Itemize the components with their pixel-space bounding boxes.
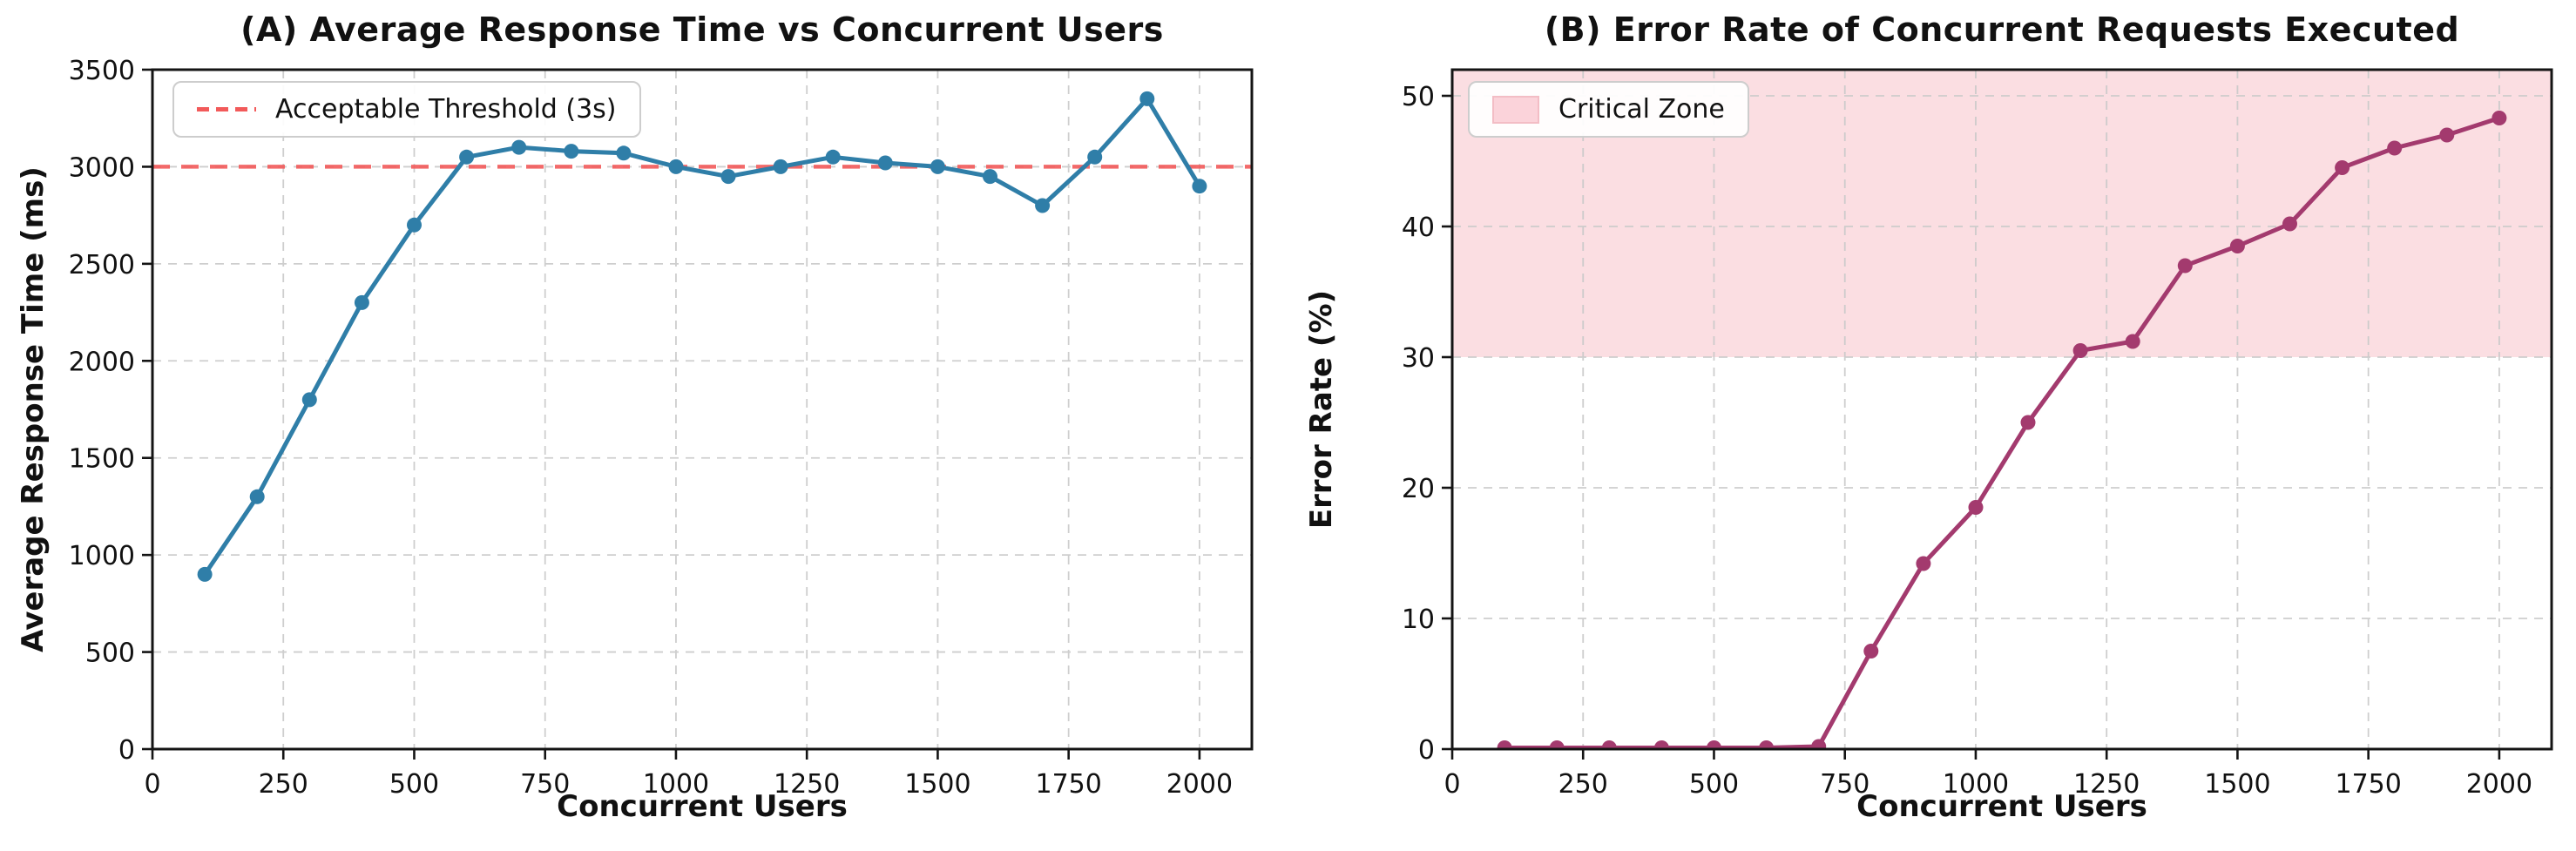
plot-border [151,68,1254,751]
threshold-dashed-line-swatch [197,107,256,111]
x-tick-label: 750 [1820,769,1869,800]
y-tick-label: 10 [1402,604,1435,635]
tick-marks [1442,94,2501,760]
data-point [2020,415,2036,430]
critical-zone-swatch [1492,95,1539,124]
chart-panel-b: 0 250 500 750 1000 1250 1500 1750 2000 0 10 20 30 40 5… [1288,0,2576,851]
x-tick-label: 1750 [2335,769,2401,800]
data-point [301,392,317,408]
data-point [2229,239,2245,253]
data-point [2282,216,2297,232]
chart-b-x-axis-label: Concurrent Users [1856,789,2147,824]
y-tick-label: 30 [1402,343,1435,374]
chart-a-legend-label: Acceptable Threshold (3s) [275,94,617,125]
x-tick-label: 2000 [2466,769,2532,800]
data-point [1653,740,1669,749]
x-tick-label: 1250 [774,769,840,800]
y-tick-label: 40 [1402,213,1435,243]
data-point [2439,127,2455,143]
data-point [1549,740,1565,749]
data-point [877,155,893,171]
x-tick-label: 250 [1558,769,1608,800]
x-tick-label: 0 [1444,769,1460,800]
data-point [2335,160,2350,175]
chart-a-legend: Acceptable Threshold (3s) [172,81,641,138]
data-point [1035,198,1051,213]
chart-b-legend-label: Critical Zone [1558,94,1725,125]
data-point [1811,739,1827,749]
data-point [1087,149,1103,165]
series-line [202,96,1202,577]
data-point [2491,111,2507,125]
x-tick-label: 250 [259,769,308,800]
data-point [1968,500,1984,515]
data-point [930,159,945,174]
data-point [1139,91,1155,106]
data-point [668,159,684,174]
data-series [1497,111,2507,749]
data-point [197,566,213,582]
y-tick-label: 20 [1402,474,1435,504]
x-tick-label: 500 [389,769,439,800]
data-point [1192,179,1207,194]
chart-b-title: (B) Error Rate of Concurrent Requests Ex… [1544,10,2460,49]
data-point [1497,740,1512,749]
data-point [511,139,527,155]
y-tick-label: 3000 [69,152,135,183]
data-point [354,294,369,310]
x-tick-label: 0 [144,769,160,800]
x-tick-label: 2000 [1166,769,1233,800]
y-tick-label: 2500 [69,250,135,280]
data-point [2072,343,2088,358]
data-point [2387,140,2403,156]
chart-b-legend: Critical Zone [1468,81,1749,138]
data-point [2177,258,2193,274]
chart-panel-a: 0 250 500 750 1000 1250 1500 1750 2000 0 500 1000 15… [16,10,1254,824]
chart-a-title: (A) Average Response Time vs Concurrent … [240,10,1164,49]
y-tick-label: 500 [85,638,135,669]
tick-labels: 0 250 500 750 1000 1250 1500 1750 2000 0 500 1000 15… [69,56,1233,800]
data-point [459,149,475,165]
y-tick-label: 1500 [69,444,135,475]
x-tick-label: 1500 [904,769,970,800]
x-tick-label: 1750 [1035,769,1101,800]
x-tick-label: 750 [520,769,570,800]
data-point [773,159,788,174]
chart-a-plot: 0 250 500 750 1000 1250 1500 1750 2000 0 500 1000 15… [69,56,1254,800]
data-point [564,144,579,159]
y-tick-label: 1000 [69,541,135,571]
chart-a-x-axis-label: Concurrent Users [557,789,848,824]
data-point [720,169,736,185]
data-point [407,217,422,233]
tick-labels: 0 250 500 750 1000 1250 1500 1750 2000 0 10 20 30 40 5… [1402,82,2532,800]
y-tick-label: 0 [118,735,135,766]
data-point [1707,740,1721,749]
y-tick-label: 2000 [69,347,135,377]
x-tick-label: 500 [1689,769,1739,800]
x-tick-label: 1000 [643,769,709,800]
y-tick-label: 50 [1402,82,1435,112]
y-tick-label: 0 [1418,735,1435,766]
y-tick-label: 3500 [69,56,135,86]
x-tick-label: 1500 [2204,769,2270,800]
data-point [1916,556,1931,571]
x-tick-label: 1250 [2073,769,2140,800]
chart-a-y-axis-label: Average Response Time (ms) [16,166,51,652]
chart-b-plot: 0 250 500 750 1000 1250 1500 1750 2000 0 10 20 30 40 5… [1402,68,2553,800]
data-point [1759,740,1775,749]
plot-border [1450,68,2553,751]
data-series [197,91,1207,582]
data-point [1601,740,1617,749]
data-point [825,149,841,165]
tick-marks [142,68,1201,760]
chart-b-y-axis-label: Error Rate (%) [1304,289,1339,530]
data-point [249,489,265,504]
x-tick-label: 1000 [1943,769,2009,800]
data-point [983,169,997,185]
data-point [1863,644,1879,659]
data-point [2125,334,2140,349]
data-point [616,145,632,161]
